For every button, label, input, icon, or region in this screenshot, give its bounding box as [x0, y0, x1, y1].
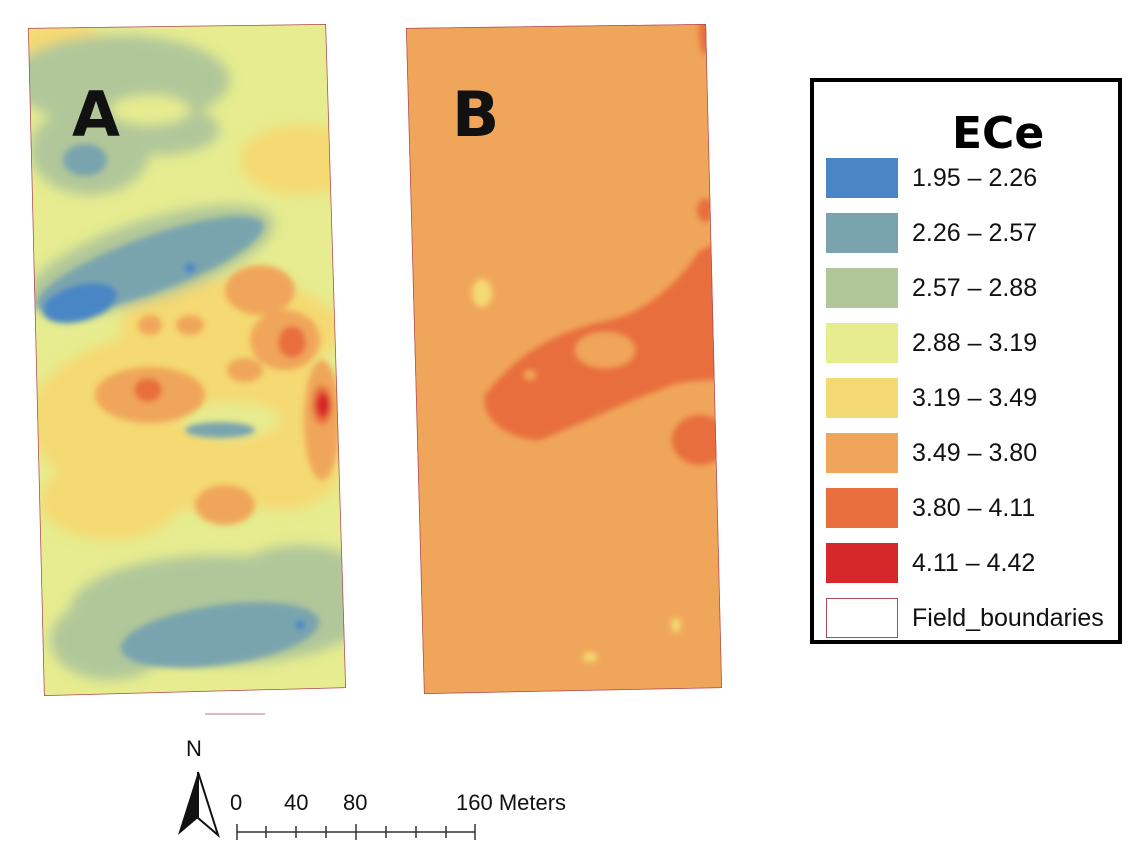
legend-swatch — [826, 323, 898, 363]
legend-swatch — [826, 378, 898, 418]
scale-tick-label: 40 — [284, 790, 309, 815]
legend-item: 3.49 – 3.80 — [826, 433, 1116, 475]
legend-swatch — [826, 433, 898, 473]
panel-label-b: B — [452, 78, 500, 151]
legend-label: 2.26 – 2.57 — [912, 219, 1038, 247]
north-arrow-icon — [178, 771, 221, 839]
legend-swatch — [826, 543, 898, 583]
legend-label: 2.88 – 3.19 — [912, 329, 1038, 357]
legend: ECe 1.95 – 2.26 2.26 – 2.57 2.57 – 2.88 2.8… — [810, 78, 1122, 644]
legend-item: 2.57 – 2.88 — [826, 268, 1116, 310]
scale-tick-label: 160 Meters — [456, 790, 567, 815]
scale-tick-label: 80 — [343, 790, 368, 815]
map-canvas — [28, 24, 722, 840]
map-panel-b — [406, 24, 722, 694]
legend-item: 1.95 – 2.26 — [826, 158, 1116, 200]
legend-swatch — [826, 213, 898, 253]
legend-swatch — [826, 268, 898, 308]
scale-tick-label: 0 — [230, 790, 243, 815]
map-panel-a — [28, 24, 346, 696]
legend-label: Field_boundaries — [912, 604, 1104, 632]
legend-item: 2.88 – 3.19 — [826, 323, 1116, 365]
legend-label: 3.49 – 3.80 — [912, 439, 1038, 467]
panel-label-a: A — [72, 78, 120, 151]
legend-label: 3.80 – 4.11 — [912, 494, 1036, 522]
legend-swatch — [826, 488, 898, 528]
legend-item: 3.80 – 4.11 — [826, 488, 1116, 530]
legend-label: 3.19 – 3.49 — [912, 384, 1038, 412]
legend-title: ECe — [952, 108, 1045, 159]
scale-bar — [236, 824, 476, 840]
legend-swatch — [826, 158, 898, 198]
legend-label: 1.95 – 2.26 — [912, 164, 1038, 192]
legend-item: 2.26 – 2.57 — [826, 213, 1116, 255]
legend-swatch-boundary — [826, 598, 898, 638]
legend-label: 4.11 – 4.42 — [912, 549, 1036, 577]
legend-item: 4.11 – 4.42 — [826, 543, 1116, 585]
north-label: N — [186, 736, 202, 761]
legend-label: 2.57 – 2.88 — [912, 274, 1038, 302]
legend-item-boundary: Field_boundaries — [826, 598, 1116, 640]
legend-item: 3.19 – 3.49 — [826, 378, 1116, 420]
